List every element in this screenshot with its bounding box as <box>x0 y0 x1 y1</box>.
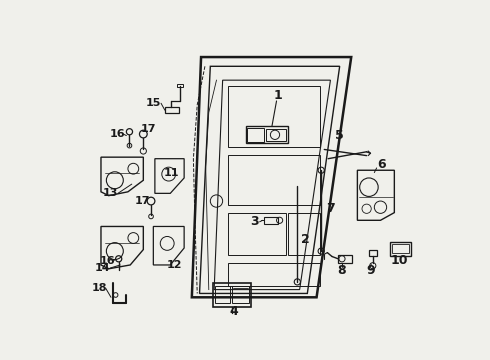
Text: 16: 16 <box>110 129 126 139</box>
Text: 1: 1 <box>274 89 282 102</box>
Bar <box>213 283 251 306</box>
Text: 15: 15 <box>146 98 161 108</box>
Bar <box>390 242 411 256</box>
Bar <box>215 286 230 303</box>
Text: 3: 3 <box>251 215 259 228</box>
Text: 18: 18 <box>92 283 107 293</box>
Text: 10: 10 <box>391 254 409 267</box>
Text: 14: 14 <box>95 263 110 273</box>
Text: 7: 7 <box>326 202 335 215</box>
Text: 8: 8 <box>338 264 346 277</box>
Bar <box>228 155 320 205</box>
Bar <box>338 255 352 263</box>
Text: 9: 9 <box>366 264 375 277</box>
Text: 4: 4 <box>229 305 238 318</box>
Text: 13: 13 <box>102 188 118 198</box>
Bar <box>264 217 278 224</box>
Bar <box>228 263 320 286</box>
Text: 12: 12 <box>167 260 182 270</box>
Bar <box>228 86 320 147</box>
Bar <box>247 128 264 142</box>
Bar <box>228 213 286 255</box>
Text: 11: 11 <box>164 167 179 177</box>
Bar <box>392 244 409 253</box>
Bar <box>266 129 286 141</box>
Text: 2: 2 <box>301 233 309 246</box>
Text: 6: 6 <box>378 158 386 171</box>
Bar <box>288 213 320 255</box>
Text: 17: 17 <box>135 196 150 206</box>
Text: 16: 16 <box>99 256 115 266</box>
Bar <box>245 126 288 143</box>
Bar <box>369 249 377 256</box>
Bar <box>177 84 183 87</box>
Bar <box>232 286 249 303</box>
Bar <box>165 107 179 113</box>
Text: 17: 17 <box>141 125 156 134</box>
Text: 5: 5 <box>335 129 344 142</box>
